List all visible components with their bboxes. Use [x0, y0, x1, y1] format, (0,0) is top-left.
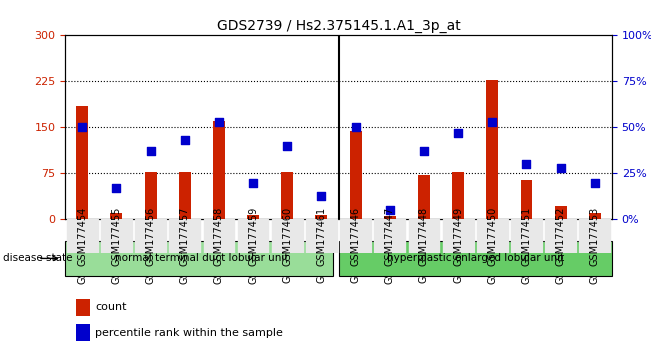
Bar [272, 219, 303, 253]
Point [521, 161, 532, 167]
Text: percentile rank within the sample: percentile rank within the sample [95, 328, 283, 338]
Bar [511, 219, 542, 253]
Text: GSM177458: GSM177458 [214, 207, 224, 266]
Text: GSM177455: GSM177455 [111, 207, 121, 266]
Title: GDS2739 / Hs2.375145.1.A1_3p_at: GDS2739 / Hs2.375145.1.A1_3p_at [217, 19, 460, 33]
Text: GSM177446: GSM177446 [351, 207, 361, 266]
Point [385, 207, 395, 213]
Point [487, 119, 497, 125]
Bar [179, 172, 191, 219]
Text: GSM177452: GSM177452 [556, 207, 566, 266]
Bar [409, 219, 439, 253]
Bar [101, 219, 132, 253]
Point [316, 193, 327, 198]
Bar [477, 219, 508, 253]
Point [453, 130, 464, 136]
Bar [281, 172, 293, 219]
Text: GSM177457: GSM177457 [180, 207, 189, 266]
Text: GSM177451: GSM177451 [521, 207, 531, 266]
FancyBboxPatch shape [339, 241, 612, 276]
Bar [247, 215, 259, 219]
Text: GSM177456: GSM177456 [146, 207, 156, 266]
Point [419, 149, 429, 154]
Point [590, 180, 600, 185]
Point [145, 149, 156, 154]
Bar [169, 219, 200, 253]
Point [555, 165, 566, 171]
Text: GSM177450: GSM177450 [488, 207, 497, 266]
Bar [521, 179, 533, 219]
Bar [384, 216, 396, 219]
Text: normal terminal duct lobular unit: normal terminal duct lobular unit [115, 253, 288, 263]
Bar [579, 219, 610, 253]
Bar [546, 219, 576, 253]
Text: hyperplastic enlarged lobular unit: hyperplastic enlarged lobular unit [387, 253, 564, 263]
Bar [350, 131, 361, 219]
Point [77, 125, 87, 130]
Bar [76, 106, 88, 219]
Text: GSM177454: GSM177454 [77, 207, 87, 266]
Bar [145, 172, 156, 219]
Bar [306, 219, 337, 253]
Bar [204, 219, 234, 253]
Point [214, 119, 224, 125]
Bar [589, 213, 601, 219]
Text: GSM177448: GSM177448 [419, 207, 429, 266]
Bar [111, 213, 122, 219]
Bar [374, 219, 405, 253]
Text: GSM177459: GSM177459 [248, 207, 258, 266]
Bar [238, 219, 268, 253]
Bar [486, 80, 498, 219]
Bar [76, 299, 90, 316]
Text: GSM177447: GSM177447 [385, 207, 395, 266]
FancyBboxPatch shape [65, 241, 333, 276]
Bar [135, 219, 166, 253]
Text: GSM177460: GSM177460 [283, 207, 292, 266]
Point [248, 180, 258, 185]
Bar [340, 219, 371, 253]
Bar [213, 121, 225, 219]
Bar [555, 206, 566, 219]
Bar [76, 324, 90, 341]
Text: GSM177461: GSM177461 [316, 207, 326, 266]
Text: disease state: disease state [3, 253, 73, 263]
Point [111, 185, 122, 191]
Bar [443, 219, 473, 253]
Bar [316, 215, 327, 219]
Bar [67, 219, 98, 253]
Text: GSM177449: GSM177449 [453, 207, 463, 266]
Point [282, 143, 292, 149]
Bar [418, 175, 430, 219]
Point [350, 125, 361, 130]
Point [180, 137, 190, 143]
Bar [452, 172, 464, 219]
Text: GSM177453: GSM177453 [590, 207, 600, 266]
Text: count: count [95, 302, 127, 312]
